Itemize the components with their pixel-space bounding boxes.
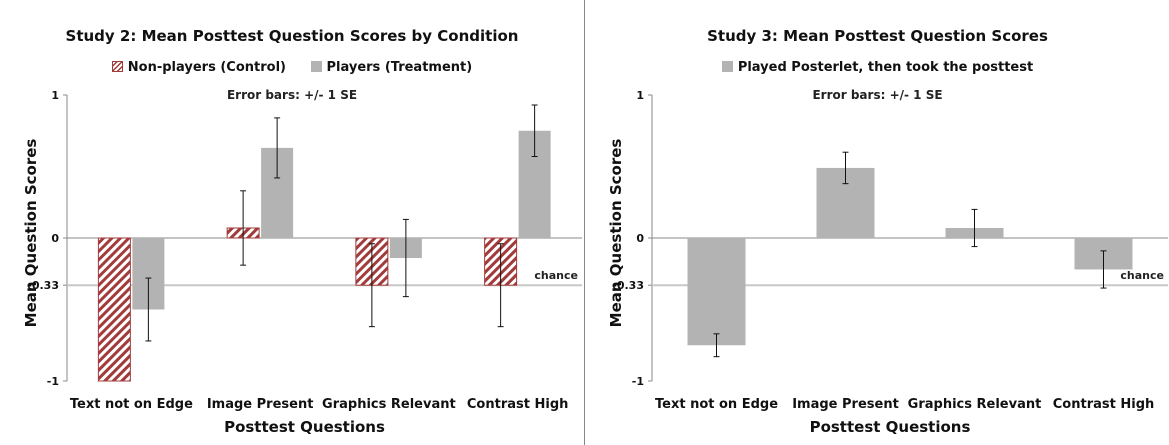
x-tick-label: Text not on Edge <box>70 397 193 412</box>
legend-label: Played Posterlet, then took the posttest <box>737 60 1034 75</box>
y-tick-label: 1 <box>636 89 644 102</box>
error-bar-note: Error bars: +/- 1 SE <box>226 88 358 102</box>
x-tick-label: Image Present <box>792 397 899 412</box>
y-axis-title: Mean Question Scores <box>22 139 40 328</box>
chart-panel-study-3: Study 3: Mean Posttest Question Scores P… <box>584 0 1169 445</box>
legend-label: Players (Treatment) <box>326 60 473 75</box>
x-axis-title: Posttest Questions <box>810 418 971 436</box>
y-tick-label: 1 <box>51 89 59 102</box>
x-axis-title: Posttest Questions <box>224 418 385 436</box>
x-tick-label: Graphics Relevant <box>908 397 1042 412</box>
x-tick-label: Graphics Relevant <box>322 397 456 412</box>
legend-item-treatment: Players (Treatment) <box>310 60 473 75</box>
bar <box>687 238 746 346</box>
legend: Played Posterlet, then took the posttest <box>585 60 1169 75</box>
chart-plot-study-2: chance 1 0 -0.33 -1 Mean Question Scores Text … <box>22 89 582 436</box>
legend-swatch-gray <box>721 61 733 72</box>
x-tick-label: Text not on Edge <box>655 397 778 412</box>
x-tick-label: Contrast High <box>1053 397 1155 412</box>
y-tick-label: -0.33 <box>612 279 644 292</box>
legend-item-control: Non-players (Control) <box>111 60 286 75</box>
legend-label: Non-players (Control) <box>127 60 286 75</box>
y-tick-label: 0 <box>51 232 59 245</box>
y-tick-label: -0.33 <box>27 279 59 292</box>
legend-item-posterlet: Played Posterlet, then took the posttest <box>721 60 1034 75</box>
chart-title: Study 2: Mean Posttest Question Scores b… <box>65 27 519 45</box>
error-bar-note: Error bars: +/- 1 SE <box>812 88 943 102</box>
chance-label: chance <box>534 269 578 282</box>
legend-swatch-hatched <box>111 61 123 72</box>
y-tick-label: -1 <box>632 375 644 388</box>
y-axis-title: Mean Question Scores <box>607 139 625 328</box>
x-tick-label: Image Present <box>207 397 314 412</box>
chart-plot-study-3: chance 1 0 -0.33 -1 Mean Question Scores Text … <box>607 89 1168 436</box>
y-tick-label: -1 <box>47 375 59 388</box>
chart-panel-study-2: Study 2: Mean Posttest Question Scores b… <box>0 0 584 445</box>
y-tick-label: 0 <box>636 232 644 245</box>
chance-label: chance <box>1120 269 1164 282</box>
legend: Non-players (Control) Players (Treatment… <box>0 60 584 75</box>
chart-title: Study 3: Mean Posttest Question Scores <box>707 27 1048 45</box>
bar-control <box>97 237 131 382</box>
legend-swatch-gray <box>310 61 322 72</box>
x-tick-label: Contrast High <box>467 397 569 412</box>
